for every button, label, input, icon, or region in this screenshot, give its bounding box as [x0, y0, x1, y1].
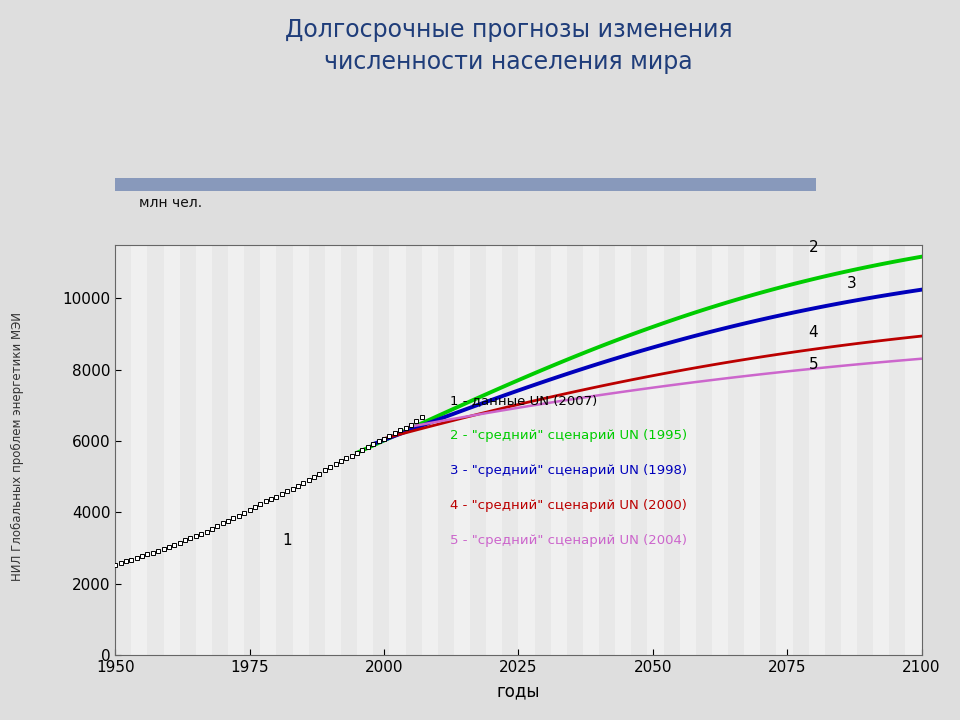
Bar — [502, 245, 518, 655]
Text: НИЛ Глобальных проблем энергетики МЭИ: НИЛ Глобальных проблем энергетики МЭИ — [11, 312, 24, 581]
Bar — [889, 245, 905, 655]
Bar — [535, 245, 551, 655]
Bar — [148, 245, 163, 655]
Bar — [212, 245, 228, 655]
Bar — [341, 245, 357, 655]
Bar — [599, 245, 615, 655]
Text: 3 - "средний" сценарий UN (1998): 3 - "средний" сценарий UN (1998) — [450, 464, 686, 477]
Bar — [276, 245, 293, 655]
Bar — [663, 245, 680, 655]
Bar — [180, 245, 196, 655]
Text: 1: 1 — [282, 533, 292, 548]
Text: 2 - "средний" сценарий UN (1995): 2 - "средний" сценарий UN (1995) — [450, 429, 687, 442]
Text: численности населения мира: численности населения мира — [324, 50, 693, 74]
Text: млн чел.: млн чел. — [139, 196, 203, 210]
Bar — [470, 245, 486, 655]
Text: 1 - данные UN (2007): 1 - данные UN (2007) — [450, 395, 597, 408]
Bar — [696, 245, 712, 655]
Bar — [566, 245, 583, 655]
Bar — [857, 245, 874, 655]
Bar — [632, 245, 647, 655]
Bar — [825, 245, 841, 655]
Text: 5 - "средний" сценарий UN (2004): 5 - "средний" сценарий UN (2004) — [450, 534, 686, 546]
Bar — [760, 245, 777, 655]
Text: 5: 5 — [808, 356, 818, 372]
Text: 2: 2 — [808, 240, 818, 256]
Bar — [405, 245, 421, 655]
Bar — [244, 245, 260, 655]
Bar — [115, 245, 132, 655]
Text: 4: 4 — [808, 325, 818, 340]
Text: Долгосрочные прогнозы изменения: Долгосрочные прогнозы изменения — [285, 18, 732, 42]
Bar — [793, 245, 808, 655]
X-axis label: годы: годы — [496, 682, 540, 700]
Bar — [309, 245, 324, 655]
Bar — [373, 245, 390, 655]
Bar — [438, 245, 454, 655]
Text: 3: 3 — [847, 276, 856, 291]
Bar — [922, 245, 938, 655]
Text: 4 - "средний" сценарий UN (2000): 4 - "средний" сценарий UN (2000) — [450, 499, 686, 512]
Bar — [728, 245, 744, 655]
